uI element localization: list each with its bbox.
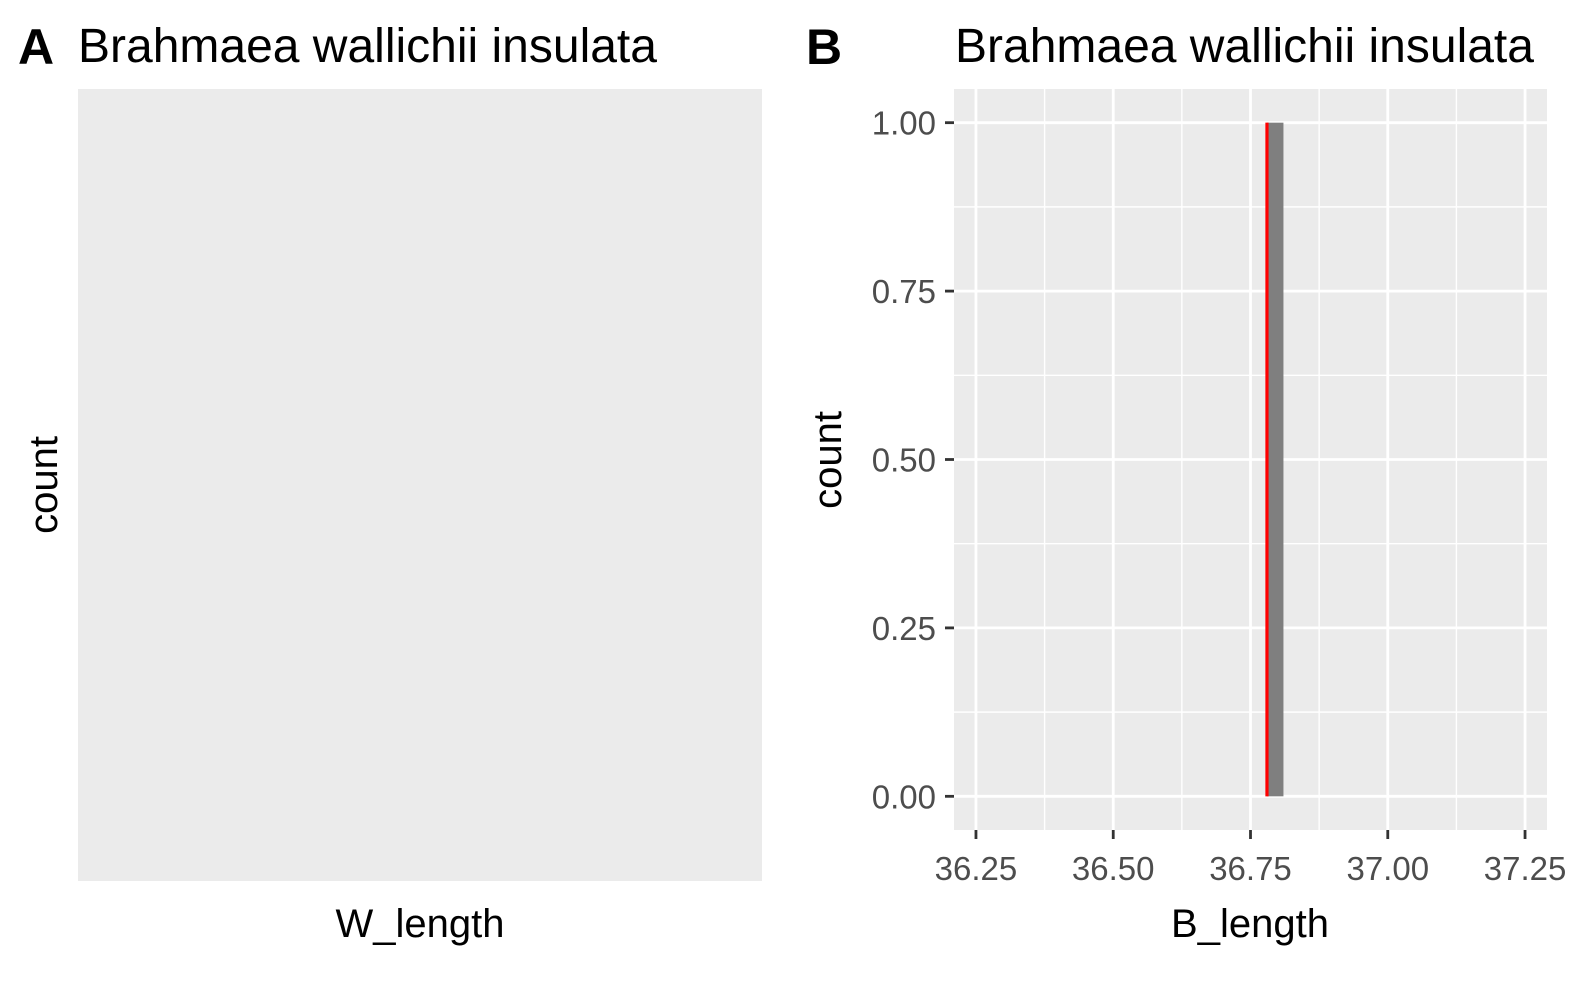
- y-tick-label: 0.75: [872, 273, 936, 310]
- y-tick-label: 0.50: [872, 442, 936, 479]
- panel-a-x-axis-title: W_length: [336, 902, 505, 946]
- panel-b-x-axis-title: B_length: [1171, 902, 1329, 946]
- panel-a: A Brahmaea wallichii insulata W_length c…: [18, 19, 762, 946]
- panel-b-y-axis-title: count: [806, 411, 850, 509]
- y-tick-label: 0.25: [872, 610, 936, 647]
- panel-a-title: Brahmaea wallichii insulata: [78, 20, 657, 73]
- x-tick-label: 36.75: [1209, 850, 1292, 887]
- panel-a-tag: A: [18, 19, 54, 75]
- histogram-bar: [1266, 122, 1284, 797]
- panel-b-title: Brahmaea wallichii insulata: [955, 20, 1534, 73]
- x-tick-label: 36.25: [935, 850, 1018, 887]
- panel-b-ticks: 36.25 36.50 36.75 37.00 37.25 0.00 0.25 0.50 0.7…: [872, 105, 1567, 887]
- panel-b-tag: B: [806, 19, 842, 75]
- panel-a-y-axis-title: count: [22, 436, 66, 534]
- panel-a-plot-area: [78, 89, 762, 881]
- panel-b-bars: [1266, 122, 1284, 797]
- panel-b-major-gridlines: [954, 89, 1547, 830]
- x-tick-label: 37.25: [1484, 850, 1567, 887]
- y-tick-label: 0.00: [872, 778, 936, 815]
- x-tick-label: 36.50: [1072, 850, 1155, 887]
- x-tick-label: 37.00: [1346, 850, 1429, 887]
- panel-b: B Brahmaea wallichii insulata 36.25 36.50…: [806, 19, 1566, 946]
- y-tick-label: 1.00: [872, 105, 936, 142]
